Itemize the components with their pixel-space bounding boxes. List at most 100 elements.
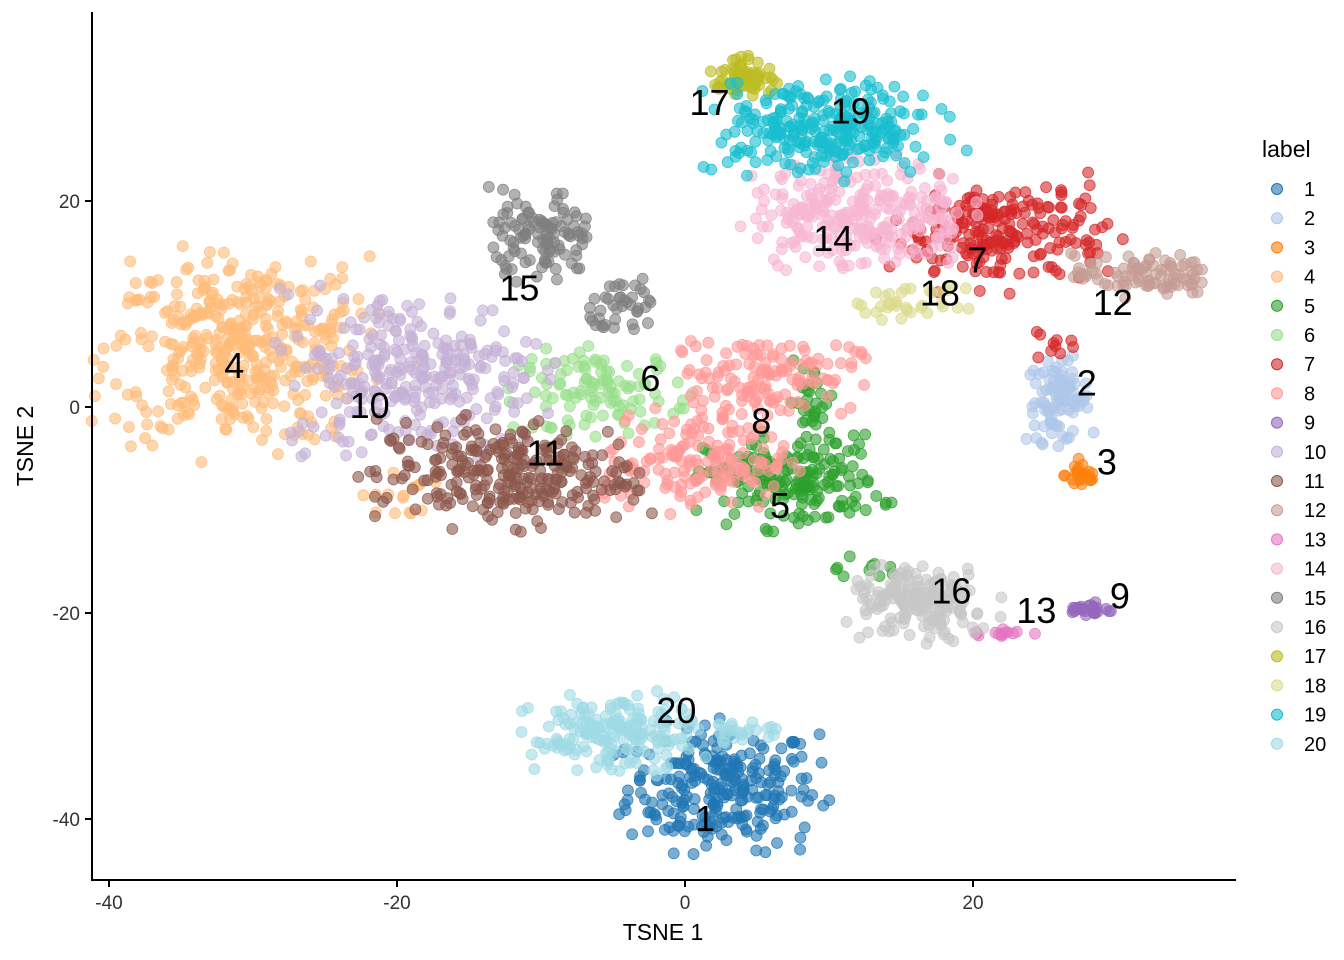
- point: [260, 274, 273, 287]
- point: [610, 745, 623, 758]
- point: [304, 255, 317, 268]
- point: [859, 79, 872, 92]
- point: [606, 465, 619, 477]
- point: [1142, 280, 1154, 293]
- point: [917, 151, 930, 164]
- point: [123, 421, 135, 433]
- point: [204, 246, 216, 258]
- point: [1029, 377, 1042, 390]
- point: [737, 779, 750, 791]
- point: [1195, 276, 1208, 289]
- point: [817, 125, 830, 138]
- point: [813, 136, 826, 149]
- point: [418, 474, 431, 487]
- point: [752, 500, 765, 513]
- legend-item-20: 20: [1271, 734, 1326, 756]
- legend-label: 3: [1304, 237, 1315, 259]
- point: [1045, 261, 1058, 273]
- point: [650, 769, 663, 782]
- point: [1084, 202, 1097, 214]
- point: [840, 166, 853, 179]
- point: [1043, 201, 1055, 214]
- point: [1050, 334, 1063, 347]
- legend-item-2: 2: [1271, 208, 1315, 230]
- point: [176, 364, 189, 377]
- legend-label: 18: [1304, 675, 1326, 697]
- point: [497, 183, 509, 196]
- point: [821, 357, 834, 370]
- point: [857, 592, 869, 605]
- point: [735, 141, 747, 154]
- cluster-label-5: 5: [770, 485, 790, 526]
- point: [731, 340, 744, 353]
- point: [1021, 227, 1033, 240]
- point: [1029, 234, 1042, 246]
- point: [200, 329, 213, 341]
- point: [389, 390, 402, 403]
- point: [260, 413, 273, 425]
- point: [535, 522, 547, 534]
- legend-marker: [1271, 504, 1283, 517]
- point: [825, 137, 838, 150]
- point: [333, 416, 346, 429]
- point: [605, 763, 618, 776]
- point: [235, 388, 247, 400]
- point: [514, 490, 527, 503]
- point: [481, 474, 493, 486]
- point: [1116, 233, 1129, 246]
- point: [1026, 407, 1039, 420]
- point: [450, 476, 463, 489]
- point: [1030, 432, 1043, 445]
- point: [717, 412, 729, 425]
- point: [879, 620, 891, 633]
- legend-marker: [1271, 183, 1283, 195]
- point: [700, 839, 713, 852]
- point: [146, 439, 159, 452]
- legend-marker: [1271, 475, 1283, 487]
- point: [613, 456, 626, 469]
- point: [365, 428, 378, 441]
- point: [943, 110, 956, 123]
- point: [1016, 218, 1029, 230]
- point: [852, 477, 865, 490]
- point: [203, 295, 216, 308]
- point: [405, 331, 418, 343]
- point: [311, 362, 324, 375]
- point: [221, 376, 233, 389]
- point: [1034, 207, 1047, 220]
- point: [1070, 466, 1082, 479]
- point: [935, 202, 948, 214]
- cluster-8-points: [597, 335, 872, 520]
- point: [769, 88, 781, 101]
- point: [492, 445, 505, 458]
- point: [982, 222, 995, 235]
- point: [747, 371, 760, 384]
- point: [195, 456, 208, 469]
- point: [635, 423, 648, 436]
- point: [920, 637, 933, 650]
- point: [633, 728, 646, 741]
- point: [759, 522, 772, 535]
- point: [269, 261, 282, 274]
- point: [969, 265, 982, 278]
- point: [256, 434, 268, 446]
- point: [779, 388, 792, 401]
- point: [533, 495, 545, 508]
- legend-label: 8: [1304, 383, 1315, 405]
- point: [716, 781, 728, 794]
- point: [465, 444, 478, 456]
- point: [1161, 281, 1173, 294]
- cluster-2-points: [1020, 349, 1100, 453]
- point: [542, 720, 555, 733]
- point: [1079, 238, 1092, 251]
- point: [174, 300, 187, 313]
- point: [441, 492, 454, 505]
- point: [847, 156, 859, 169]
- point: [717, 812, 730, 824]
- point: [565, 708, 578, 721]
- point: [928, 264, 941, 277]
- point: [1036, 220, 1049, 233]
- point: [659, 762, 672, 775]
- y-axis-ticks: -40 -20 0 20: [53, 192, 92, 831]
- cluster-9-points: [1066, 596, 1117, 621]
